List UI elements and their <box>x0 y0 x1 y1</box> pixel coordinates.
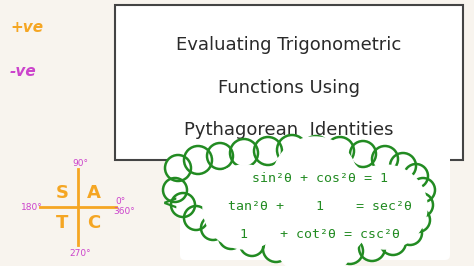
Circle shape <box>404 164 428 188</box>
Text: -ve: -ve <box>10 64 37 80</box>
FancyBboxPatch shape <box>180 154 450 260</box>
Text: sin²θ + cos²θ = 1: sin²θ + cos²θ = 1 <box>252 172 388 185</box>
Text: 270°: 270° <box>69 248 91 257</box>
Circle shape <box>163 178 187 202</box>
Circle shape <box>350 141 376 167</box>
Text: tan²θ +    1    = sec²θ: tan²θ + 1 = sec²θ <box>228 201 412 214</box>
Text: C: C <box>87 214 100 232</box>
Circle shape <box>240 232 264 256</box>
Circle shape <box>184 206 208 230</box>
Text: 360°: 360° <box>113 206 135 215</box>
Circle shape <box>406 208 430 232</box>
FancyBboxPatch shape <box>115 5 463 160</box>
Circle shape <box>398 221 422 245</box>
Text: +ve: +ve <box>10 20 43 35</box>
Circle shape <box>277 135 307 165</box>
Circle shape <box>219 225 243 249</box>
Text: 180°: 180° <box>21 202 43 211</box>
Circle shape <box>257 149 373 265</box>
Circle shape <box>409 193 433 217</box>
Circle shape <box>337 238 363 264</box>
Circle shape <box>288 238 314 264</box>
Circle shape <box>411 178 435 202</box>
Circle shape <box>273 193 357 266</box>
Circle shape <box>372 146 398 172</box>
Text: Evaluating Trigonometric: Evaluating Trigonometric <box>176 36 401 54</box>
Circle shape <box>184 146 212 174</box>
Text: T: T <box>56 214 68 232</box>
Circle shape <box>263 236 289 262</box>
Circle shape <box>380 229 406 255</box>
Circle shape <box>201 216 225 240</box>
Circle shape <box>343 165 427 249</box>
Text: 1    + cot²θ = csc²θ: 1 + cot²θ = csc²θ <box>240 228 400 242</box>
Text: A: A <box>87 184 101 202</box>
Circle shape <box>230 139 258 167</box>
Circle shape <box>326 137 354 165</box>
Circle shape <box>171 193 195 217</box>
Circle shape <box>207 143 233 169</box>
Circle shape <box>273 137 357 221</box>
Circle shape <box>359 235 385 261</box>
Text: Functions Using: Functions Using <box>218 79 360 97</box>
Circle shape <box>165 155 191 181</box>
Circle shape <box>254 137 282 165</box>
Text: <: < <box>162 194 178 214</box>
Circle shape <box>390 153 416 179</box>
Text: 90°: 90° <box>72 159 88 168</box>
Circle shape <box>302 136 330 164</box>
Circle shape <box>312 238 340 266</box>
Text: 0°: 0° <box>116 197 126 206</box>
Text: Pythagorean  Identities: Pythagorean Identities <box>184 121 394 139</box>
Text: S: S <box>55 184 69 202</box>
Circle shape <box>203 165 287 249</box>
